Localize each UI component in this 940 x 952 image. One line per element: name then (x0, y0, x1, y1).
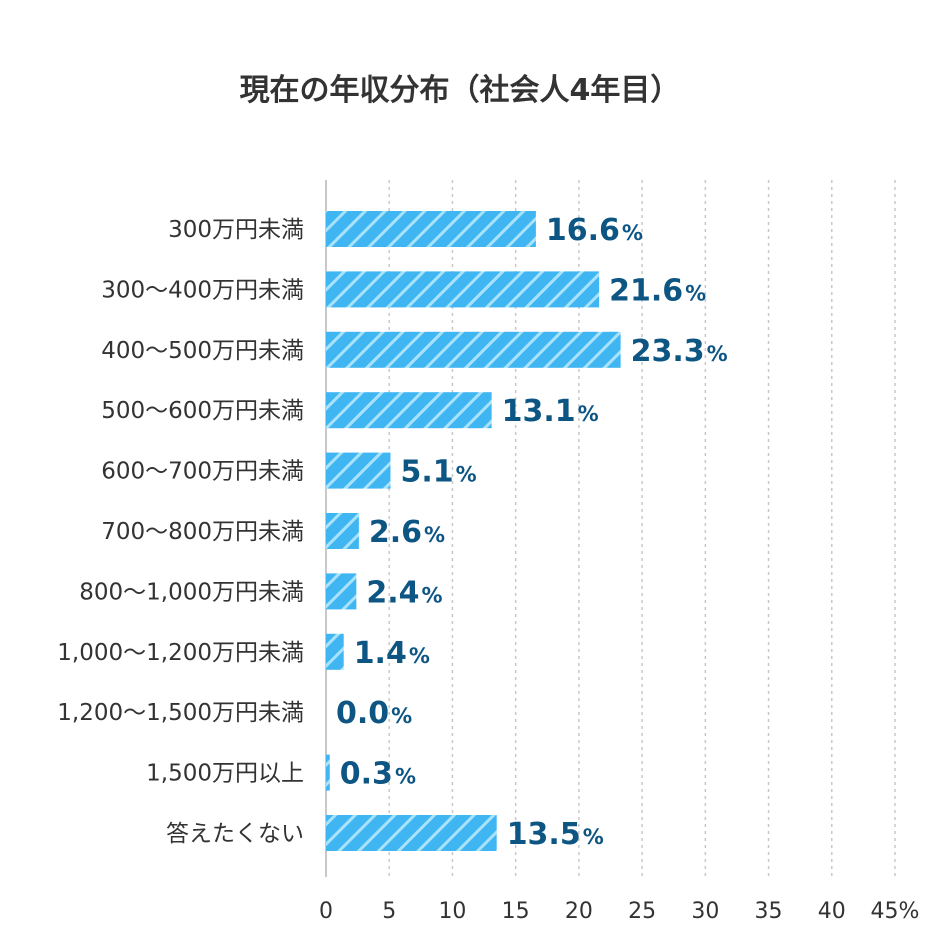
category-label: 600〜700万円未満 (101, 459, 304, 485)
bars (326, 211, 621, 851)
category-label: 1,000〜1,200万円未満 (57, 640, 304, 666)
x-tick-label: 45% (871, 899, 920, 924)
value-label: 13.1% (502, 394, 599, 429)
bar (326, 392, 492, 429)
category-label: 1,500万円以上 (146, 761, 304, 787)
value-label: 0.0% (336, 696, 412, 731)
value-label: 5.1% (400, 455, 476, 490)
category-label: 300万円未満 (168, 217, 304, 243)
value-label: 2.6% (369, 515, 445, 550)
bar (326, 271, 600, 308)
bar (326, 513, 359, 549)
category-label: 400〜500万円未満 (101, 338, 304, 364)
chart-title: 現在の年収分布（社会人4年目） (240, 73, 681, 108)
value-label: 1.4% (354, 636, 430, 671)
value-label: 23.3% (631, 334, 728, 369)
value-label: 0.3% (340, 757, 416, 792)
category-label: 800〜1,000万円未満 (79, 579, 304, 605)
category-labels: 300万円未満 300〜400万円未満 400〜500万円未満 500〜600万円未満… (57, 217, 304, 847)
bar (326, 633, 344, 670)
bar (326, 331, 621, 368)
bar (326, 754, 330, 791)
bar (326, 211, 536, 247)
x-axis-ticks: 0 5 10 15 20 25 30 35 40 45% (319, 899, 919, 924)
x-tick-label: 10 (438, 899, 466, 924)
value-label: 13.5% (507, 817, 604, 852)
category-label: 500〜600万円未満 (101, 398, 304, 424)
value-label: 2.4% (366, 575, 442, 610)
x-tick-label: 35 (755, 899, 783, 924)
x-tick-label: 20 (565, 899, 593, 924)
category-label: 答えたくない (166, 821, 304, 847)
category-label: 1,200〜1,500万円未満 (57, 700, 304, 726)
x-tick-label: 30 (691, 899, 719, 924)
x-tick-label: 0 (319, 899, 333, 924)
x-tick-label: 5 (382, 899, 396, 924)
value-label: 16.6% (546, 213, 643, 248)
bar (326, 815, 497, 851)
bar (326, 452, 391, 489)
value-label: 21.6% (609, 273, 706, 308)
bar (326, 573, 357, 610)
x-tick-label: 40 (818, 899, 846, 924)
value-labels: 16.6% 21.6% 23.3% 13.1% 5.1% 2.6% 2.4% 1.4% 0.0%… (336, 213, 728, 852)
category-label: 300〜400万円未満 (101, 277, 304, 303)
x-tick-label: 15 (502, 899, 530, 924)
x-tick-label: 25 (628, 899, 656, 924)
category-label: 700〜800万円未満 (101, 519, 304, 545)
